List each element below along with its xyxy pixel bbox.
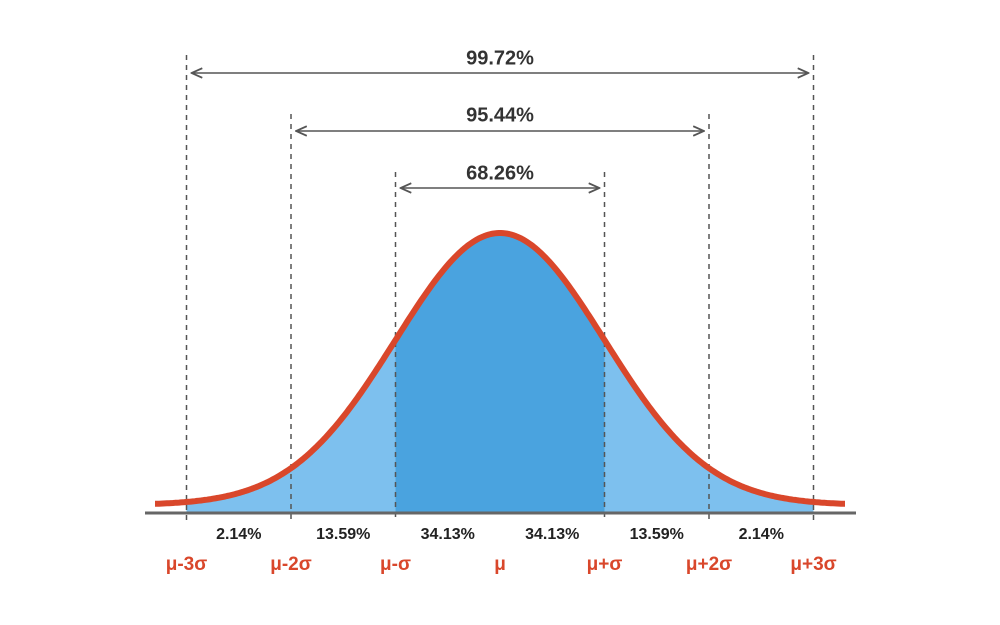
segment-label: 34.13% [525,526,579,543]
axis-label: μ-σ [380,554,411,575]
axis-label: μ+2σ [686,554,732,575]
axis-label: μ+σ [587,554,623,575]
segment-label: 2.14% [216,526,261,543]
segment-label: 34.13% [421,526,475,543]
span-label: 95.44% [466,104,534,126]
axis-label: μ+3σ [790,554,836,575]
segment-label: 2.14% [739,526,784,543]
axis-label: μ-2σ [270,554,312,575]
segment-label: 13.59% [316,526,370,543]
bell-curve [154,230,846,507]
span-label: 68.26% [466,162,534,184]
span-label: 99.72% [466,47,534,69]
axis-label: μ-3σ [166,554,208,575]
region [500,233,605,513]
axis-label: μ [494,554,506,575]
region [395,233,500,513]
segment-label: 13.59% [630,526,684,543]
